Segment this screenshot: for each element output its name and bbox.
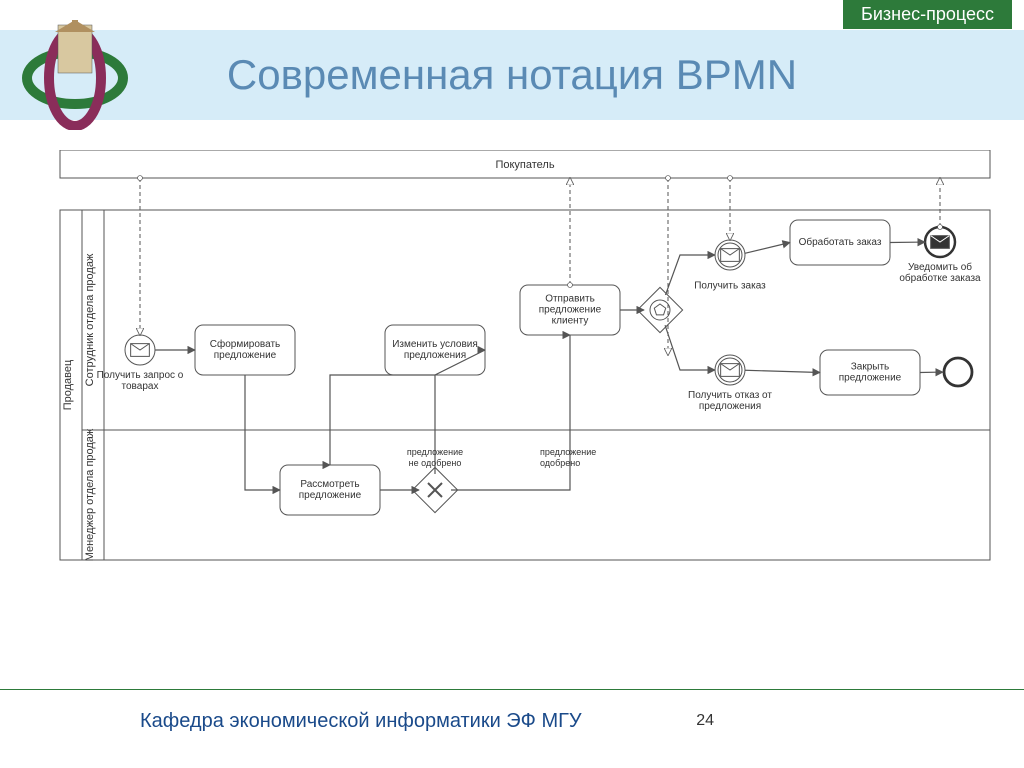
footer-divider [0, 689, 1024, 690]
bpmn-node-form_offer: Сформироватьпредложение [195, 325, 295, 375]
bpmn-node-send_offer: Отправитьпредложениеклиенту [520, 285, 620, 335]
svg-text:предложение: предложение [407, 447, 463, 457]
svg-text:Менеджер отдела продаж: Менеджер отдела продаж [84, 428, 96, 561]
svg-text:Сформировать: Сформировать [210, 338, 281, 350]
logo-icon [20, 20, 130, 130]
bpmn-node-close_offer: Закрытьпредложение [820, 350, 920, 395]
slide-title: Современная нотация BPMN [227, 51, 797, 99]
bpmn-node-gw2 [637, 287, 682, 332]
bpmn-node-review: Рассмотретьпредложение [280, 465, 380, 515]
svg-text:Изменить условия: Изменить условия [392, 339, 478, 350]
svg-text:Получить заказ: Получить заказ [694, 281, 766, 292]
category-badge: Бизнес-процесс [843, 0, 1012, 29]
svg-text:предложение: предложение [299, 490, 362, 501]
footer-text: Кафедра экономической информатики ЭФ МГУ [140, 710, 582, 733]
bpmn-node-recv_order: Получить заказ [694, 240, 766, 292]
bpmn-node-recv_reject: Получить отказ отпредложения [688, 355, 772, 412]
svg-text:Сотрудник отдела продаж: Сотрудник отдела продаж [84, 253, 96, 386]
svg-text:Рассмотреть: Рассмотреть [300, 479, 359, 490]
svg-text:не одобрено: не одобрено [409, 458, 462, 468]
slide: Бизнес-процесс Современная нотация BPMN … [0, 0, 1024, 768]
svg-text:одобрено: одобрено [540, 458, 580, 468]
svg-text:товарах: товарах [122, 381, 159, 392]
svg-text:предложение: предложение [214, 350, 277, 361]
svg-text:Покупатель: Покупатель [495, 159, 554, 171]
bpmn-node-end_msg: Уведомить обобработке заказа [899, 227, 981, 284]
bpmn-node-process_ord: Обработать заказ [790, 220, 890, 265]
svg-text:Получить отказ от: Получить отказ от [688, 390, 772, 401]
svg-text:Получить запрос о: Получить запрос о [97, 370, 184, 381]
svg-text:Обработать заказ: Обработать заказ [799, 236, 882, 248]
bpmn-node-end [944, 358, 972, 386]
svg-text:предложение: предложение [839, 373, 902, 384]
svg-text:предложения: предложения [699, 401, 761, 412]
svg-text:Закрыть: Закрыть [851, 362, 890, 373]
bpmn-node-start: Получить запрос отоварах [97, 335, 184, 392]
svg-text:Продавец: Продавец [62, 359, 74, 410]
svg-text:предложение: предложение [539, 305, 602, 316]
svg-text:предложения: предложения [404, 350, 466, 361]
title-bar: Современная нотация BPMN [0, 30, 1024, 120]
bpmn-node-gw1 [412, 467, 457, 512]
svg-text:Уведомить об: Уведомить об [908, 261, 972, 273]
svg-text:предложение: предложение [540, 447, 596, 457]
svg-text:Отправить: Отправить [545, 294, 595, 305]
bpmn-node-change: Изменить условияпредложения [385, 325, 485, 375]
bpmn-diagram: Покупатель Продавец Сотрудник отдела прода… [20, 150, 1004, 678]
page-number: 24 [696, 712, 714, 730]
svg-text:клиенту: клиенту [552, 316, 589, 327]
svg-text:обработке заказа: обработке заказа [899, 272, 981, 284]
